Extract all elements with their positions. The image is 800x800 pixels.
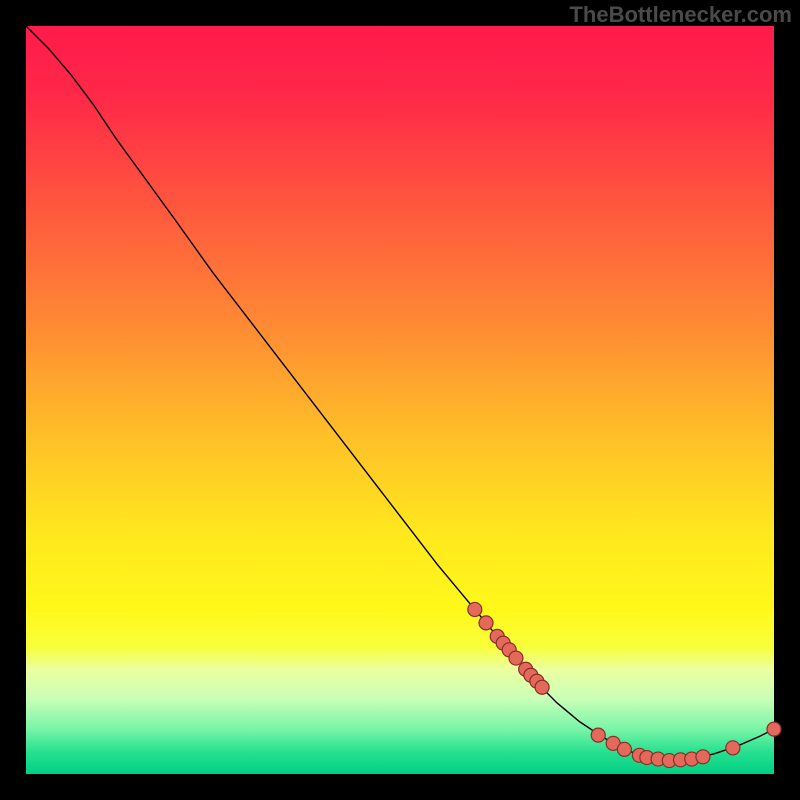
plot-background xyxy=(26,26,774,774)
bottleneck-chart xyxy=(0,0,800,800)
data-marker xyxy=(767,722,781,736)
data-marker xyxy=(509,651,523,665)
watermark-text: TheBottlenecker.com xyxy=(569,2,792,28)
data-marker xyxy=(617,742,631,756)
data-marker xyxy=(726,741,740,755)
data-marker xyxy=(591,728,605,742)
data-marker xyxy=(535,680,549,694)
data-marker xyxy=(479,616,493,630)
chart-container: TheBottlenecker.com xyxy=(0,0,800,800)
data-marker xyxy=(468,602,482,616)
data-marker xyxy=(696,750,710,764)
